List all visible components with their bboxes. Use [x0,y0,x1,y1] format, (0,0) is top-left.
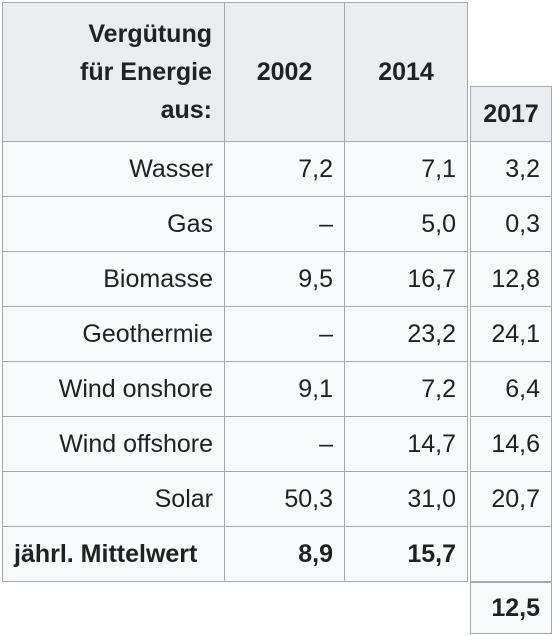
table-cell-2017: 12,8 [470,251,552,307]
header-2014: 2014 [344,2,468,142]
header-source-line2: für Energie [80,58,212,86]
table-cell-2014: 7,2 [344,361,468,417]
header-source-line1: Vergütung [88,20,212,48]
table-row-label: Wasser [2,141,225,197]
table-cell-2002: 9,1 [224,361,345,417]
average-label: jährl. Mittelwert [2,526,225,582]
average-2017: 12,5 [470,582,552,634]
average-2014: 15,7 [344,526,468,582]
table-cell-2002: 9,5 [224,251,345,307]
table-cell-2014: 7,1 [344,141,468,197]
table-row-label: Wind onshore [2,361,225,417]
table-row-label: Biomasse [2,251,225,307]
table-cell-2017: 0,3 [470,196,552,252]
header-source: Vergütung für Energie aus: [2,2,225,142]
header-2017: 2017 [470,86,552,142]
table-cell-2014: 16,7 [344,251,468,307]
table-cell-2014: 14,7 [344,416,468,472]
header-source-line3: aus: [160,96,212,124]
table-cell-2017: 6,4 [470,361,552,417]
table-cell-2014: 23,2 [344,306,468,362]
table-cell-2017: 3,2 [470,141,552,197]
table-row-label: Solar [2,471,225,527]
table-cell-2017: 24,1 [470,306,552,362]
header-2002: 2002 [224,2,345,142]
table-cell-2002: – [224,196,345,252]
table-cell-2014: 5,0 [344,196,468,252]
table-cell-2002: – [224,306,345,362]
table-row-label: Gas [2,196,225,252]
table-row-label: Wind offshore [2,416,225,472]
average-2017-blank [470,526,552,582]
average-2002: 8,9 [224,526,345,582]
table-cell-2002: 7,2 [224,141,345,197]
table-cell-2002: – [224,416,345,472]
table-cell-2002: 50,3 [224,471,345,527]
table-cell-2014: 31,0 [344,471,468,527]
table-row-label: Geothermie [2,306,225,362]
table-cell-2017: 20,7 [470,471,552,527]
table-cell-2017: 14,6 [470,416,552,472]
